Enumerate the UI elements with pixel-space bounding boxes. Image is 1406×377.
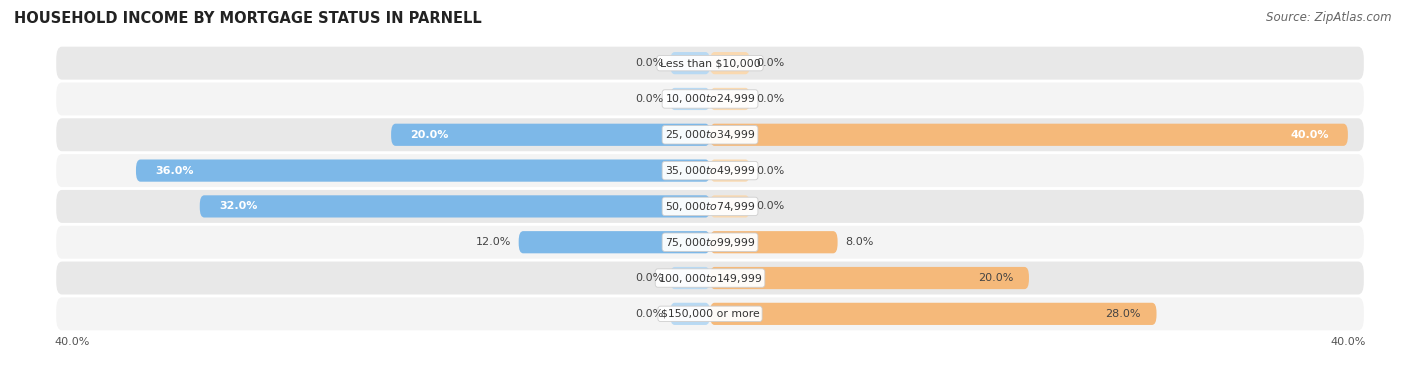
FancyBboxPatch shape (519, 231, 710, 253)
FancyBboxPatch shape (671, 52, 710, 74)
FancyBboxPatch shape (56, 297, 1364, 330)
FancyBboxPatch shape (710, 303, 1157, 325)
FancyBboxPatch shape (671, 303, 710, 325)
Text: $50,000 to $74,999: $50,000 to $74,999 (665, 200, 755, 213)
FancyBboxPatch shape (710, 52, 749, 74)
Text: $10,000 to $24,999: $10,000 to $24,999 (665, 92, 755, 106)
FancyBboxPatch shape (710, 124, 1348, 146)
Text: $25,000 to $34,999: $25,000 to $34,999 (665, 128, 755, 141)
FancyBboxPatch shape (56, 154, 1364, 187)
FancyBboxPatch shape (671, 267, 710, 289)
Text: $75,000 to $99,999: $75,000 to $99,999 (665, 236, 755, 249)
FancyBboxPatch shape (710, 231, 838, 253)
Text: 28.0%: 28.0% (1105, 309, 1140, 319)
FancyBboxPatch shape (200, 195, 710, 218)
Text: Source: ZipAtlas.com: Source: ZipAtlas.com (1267, 11, 1392, 24)
Text: $100,000 to $149,999: $100,000 to $149,999 (658, 271, 762, 285)
FancyBboxPatch shape (56, 262, 1364, 294)
Text: $150,000 or more: $150,000 or more (661, 309, 759, 319)
Text: Less than $10,000: Less than $10,000 (659, 58, 761, 68)
Text: 0.0%: 0.0% (636, 273, 664, 283)
Text: 20.0%: 20.0% (411, 130, 449, 140)
Text: 20.0%: 20.0% (977, 273, 1012, 283)
FancyBboxPatch shape (56, 47, 1364, 80)
Text: HOUSEHOLD INCOME BY MORTGAGE STATUS IN PARNELL: HOUSEHOLD INCOME BY MORTGAGE STATUS IN P… (14, 11, 482, 26)
Text: 12.0%: 12.0% (475, 237, 510, 247)
Text: 32.0%: 32.0% (219, 201, 257, 211)
FancyBboxPatch shape (56, 190, 1364, 223)
FancyBboxPatch shape (56, 83, 1364, 115)
Text: 0.0%: 0.0% (756, 58, 785, 68)
Text: 36.0%: 36.0% (155, 166, 194, 176)
FancyBboxPatch shape (710, 159, 749, 182)
Text: 0.0%: 0.0% (636, 309, 664, 319)
FancyBboxPatch shape (710, 195, 749, 218)
FancyBboxPatch shape (710, 267, 1029, 289)
FancyBboxPatch shape (136, 159, 710, 182)
FancyBboxPatch shape (56, 118, 1364, 151)
Text: $35,000 to $49,999: $35,000 to $49,999 (665, 164, 755, 177)
FancyBboxPatch shape (710, 88, 749, 110)
FancyBboxPatch shape (56, 226, 1364, 259)
Text: 40.0%: 40.0% (1291, 130, 1329, 140)
Text: 0.0%: 0.0% (756, 94, 785, 104)
Text: 0.0%: 0.0% (636, 58, 664, 68)
FancyBboxPatch shape (671, 88, 710, 110)
Text: 0.0%: 0.0% (756, 166, 785, 176)
FancyBboxPatch shape (391, 124, 710, 146)
Text: 8.0%: 8.0% (845, 237, 875, 247)
Text: 0.0%: 0.0% (636, 94, 664, 104)
Text: 0.0%: 0.0% (756, 201, 785, 211)
